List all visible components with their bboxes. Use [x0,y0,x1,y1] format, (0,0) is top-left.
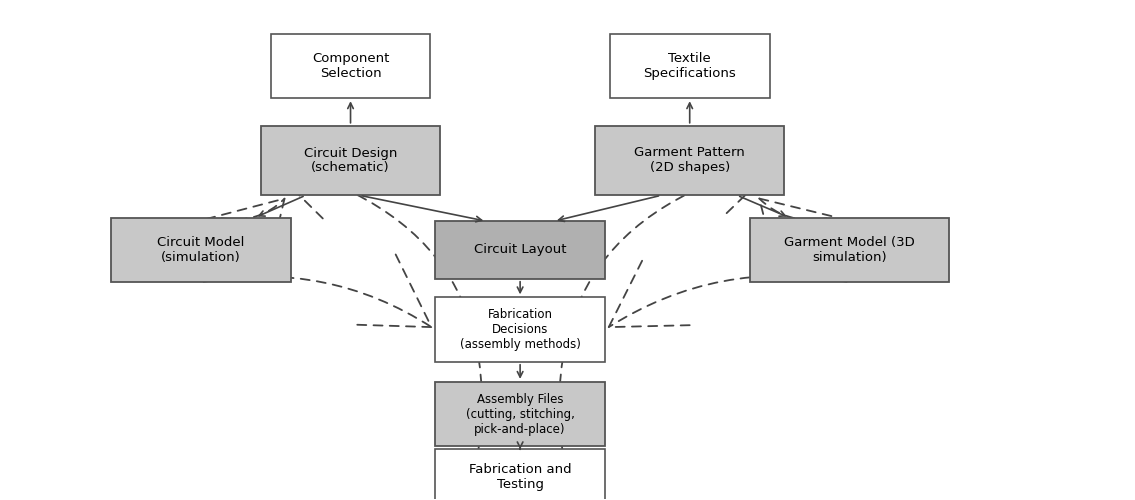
Text: Textile
Specifications: Textile Specifications [644,52,737,80]
FancyArrowPatch shape [207,198,285,278]
FancyBboxPatch shape [436,221,605,279]
Text: Garment Pattern
(2D shapes): Garment Pattern (2D shapes) [634,146,745,174]
FancyArrowPatch shape [759,198,838,277]
Text: Assembly Files
(cutting, stitching,
pick-and-place): Assembly Files (cutting, stitching, pick… [465,392,574,436]
FancyArrowPatch shape [266,138,481,496]
Text: Garment Model (3D
simulation): Garment Model (3D simulation) [784,236,915,264]
FancyBboxPatch shape [609,34,770,98]
FancyBboxPatch shape [436,297,605,362]
FancyBboxPatch shape [595,126,784,196]
FancyBboxPatch shape [111,218,291,282]
FancyArrowPatch shape [608,255,847,327]
FancyBboxPatch shape [436,382,605,446]
Text: Fabrication and
Testing: Fabrication and Testing [469,462,571,490]
Text: Fabrication
Decisions
(assembly methods): Fabrication Decisions (assembly methods) [460,308,581,351]
FancyBboxPatch shape [271,34,430,98]
Text: Circuit Design
(schematic): Circuit Design (schematic) [304,146,397,174]
Text: Circuit Model
(simulation): Circuit Model (simulation) [158,236,244,264]
FancyBboxPatch shape [261,126,440,196]
FancyArrowPatch shape [203,254,431,327]
FancyBboxPatch shape [749,218,949,282]
Text: Component
Selection: Component Selection [312,52,389,80]
FancyArrowPatch shape [560,136,780,496]
FancyBboxPatch shape [436,450,605,500]
Text: Circuit Layout: Circuit Layout [474,244,566,256]
